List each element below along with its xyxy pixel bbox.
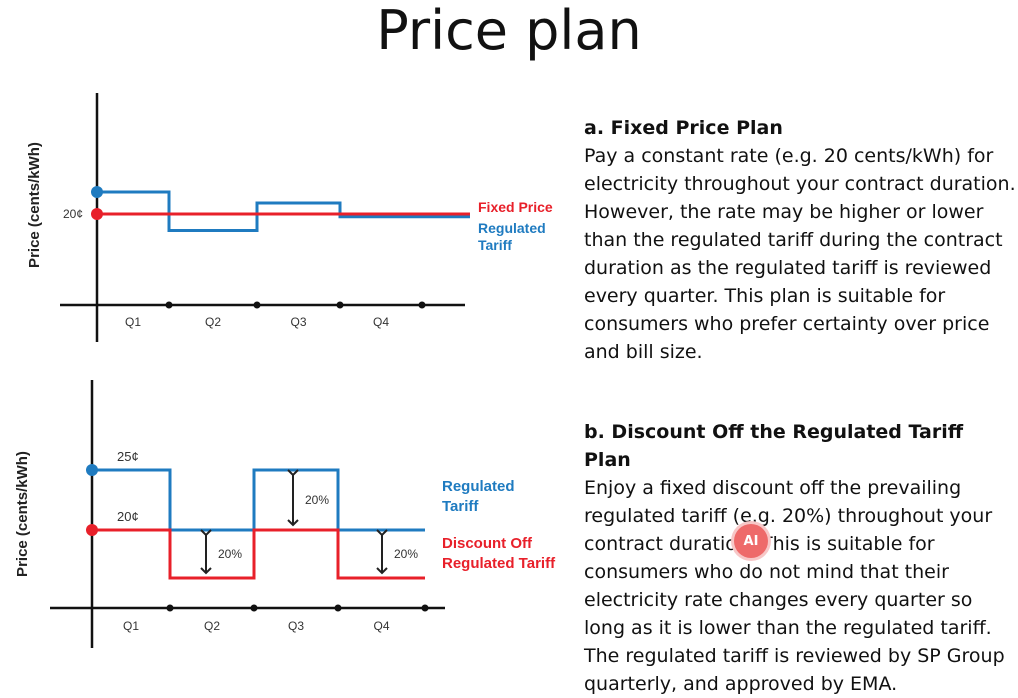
legend-discount-off: Discount Off	[442, 535, 533, 552]
legend-regulated-tariff: Regulated	[442, 478, 515, 495]
fixed-price-plan-heading: a. Fixed Price Plan	[584, 117, 783, 139]
x-tick-dot	[253, 301, 261, 309]
x-tick-label: Q4	[373, 315, 389, 329]
fixed-price-plan-body: Pay a constant rate (e.g. 20 cents/kWh) …	[584, 145, 1016, 363]
x-tick-dot	[336, 301, 344, 309]
legend-fixed-price: Fixed Price	[478, 199, 553, 215]
x-tick-dot	[165, 301, 173, 309]
discount-line	[92, 528, 425, 580]
ai-assistant-icon[interactable]: AI	[734, 524, 768, 558]
x-tick-dot	[250, 604, 258, 612]
x-tick-label: Q3	[290, 315, 306, 329]
x-tick-dot	[418, 301, 426, 309]
page-title: Price plan	[376, 0, 642, 62]
x-tick-dot	[166, 604, 174, 612]
legend-regulated-tariff: Tariff	[478, 237, 512, 253]
discount-chart: Q1 Q2 Q3 Q4 Price (cents/kWh) 25¢ 20¢ 20% 20% 20%…	[14, 380, 556, 648]
legend-regulated-tariff: Regulated	[478, 220, 546, 236]
x-tick-dot	[421, 604, 429, 612]
x-tick-label: Q3	[288, 619, 304, 633]
discount-annotation: 20%	[394, 547, 418, 561]
discount-plan-heading: b. Discount Off the Regulated Tariff Pla…	[584, 421, 964, 471]
y-axis-label: Price (cents/kWh)	[14, 451, 31, 577]
x-tick-label: Q2	[205, 315, 221, 329]
discount-start-point	[86, 524, 98, 536]
y-tick-label: 20¢	[117, 509, 139, 524]
legend-discount-off: Regulated Tariff	[442, 555, 556, 572]
regulated-start-point	[91, 186, 103, 198]
y-tick-label: 20¢	[63, 207, 83, 221]
discount-plan-body: Enjoy a fixed discount off the prevailin…	[584, 477, 1005, 695]
y-tick-label: 25¢	[117, 449, 139, 464]
regulated-tariff-line	[92, 468, 425, 532]
charts-canvas: Q1 Q2 Q3 Q4 Price (cents/kWh) 20¢ Fixed Price R…	[14, 93, 556, 648]
x-tick-label: Q1	[125, 315, 141, 329]
legend-regulated-tariff: Tariff	[442, 498, 479, 515]
regulated-tariff-line	[97, 190, 470, 232]
y-axis-label: Price (cents/kWh)	[26, 142, 43, 268]
discount-annotation: 20%	[218, 547, 242, 561]
fixed-price-plan-text: a. Fixed Price Plan Pay a constant rate …	[584, 114, 1016, 366]
regulated-start-point	[86, 464, 98, 476]
fixed-price-chart: Q1 Q2 Q3 Q4 Price (cents/kWh) 20¢ Fixed Price R…	[26, 93, 553, 342]
fixed-start-point	[91, 208, 103, 220]
discount-annotation: 20%	[305, 493, 329, 507]
x-tick-label: Q2	[204, 619, 220, 633]
discount-plan-text: b. Discount Off the Regulated Tariff Pla…	[584, 418, 1016, 698]
x-tick-label: Q1	[123, 619, 139, 633]
x-tick-dot	[334, 604, 342, 612]
x-tick-label: Q4	[373, 619, 389, 633]
